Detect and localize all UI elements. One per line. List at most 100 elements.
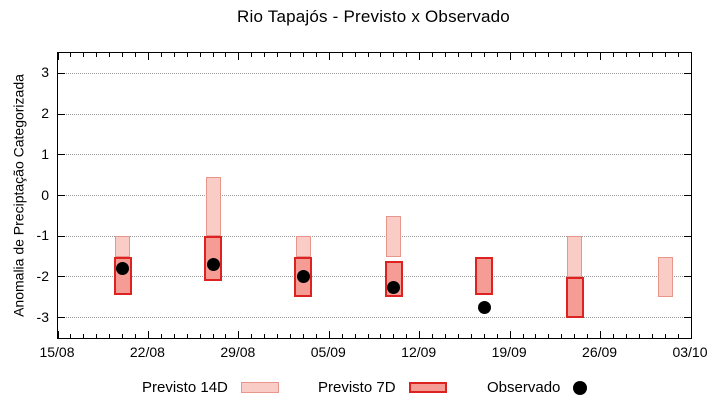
x-minor-tick-mark-top xyxy=(406,53,408,57)
x-minor-tick-mark-top xyxy=(393,53,395,57)
x-minor-tick-mark-top xyxy=(251,53,253,57)
x-tick-label: 19/09 xyxy=(491,344,527,360)
forecast-14d-box xyxy=(205,177,221,237)
x-minor-tick-mark-top xyxy=(445,53,447,57)
x-tick-label: 29/08 xyxy=(220,344,256,360)
x-minor-tick-mark xyxy=(367,334,369,338)
x-minor-tick-mark-top xyxy=(122,53,124,57)
x-minor-tick-mark-top xyxy=(561,53,563,57)
x-minor-tick-mark-top xyxy=(83,53,85,57)
y-tick-mark-left xyxy=(58,276,65,278)
y-tick-label: -3 xyxy=(36,308,49,325)
x-major-tick-mark xyxy=(147,331,149,338)
h-gridline xyxy=(58,235,691,237)
h-gridline xyxy=(58,154,691,156)
x-minor-tick-mark xyxy=(225,334,227,338)
x-major-tick-mark xyxy=(690,331,692,338)
x-minor-tick-mark xyxy=(612,334,614,338)
x-minor-tick-mark xyxy=(109,334,111,338)
x-major-tick-mark-top xyxy=(690,53,692,60)
x-minor-tick-mark xyxy=(496,334,498,338)
h-gridline xyxy=(58,276,691,278)
x-major-tick-mark-top xyxy=(600,53,602,60)
x-major-tick-mark-top xyxy=(238,53,240,60)
x-minor-tick-mark-top xyxy=(173,53,175,57)
observed-dot xyxy=(477,300,491,314)
legend-label-observado: Observado xyxy=(487,379,561,396)
x-minor-tick-mark xyxy=(677,334,679,338)
y-tick-mark-left xyxy=(58,113,65,115)
x-minor-tick-mark-top xyxy=(96,53,98,57)
x-minor-tick-mark xyxy=(173,334,175,338)
x-major-tick-mark-top xyxy=(509,53,511,60)
y-tick-mark-right xyxy=(684,276,691,278)
y-tick-mark-right xyxy=(684,235,691,237)
y-tick-mark-left xyxy=(58,154,65,156)
x-minor-tick-mark xyxy=(457,334,459,338)
x-minor-tick-mark xyxy=(548,334,550,338)
x-minor-tick-mark xyxy=(354,334,356,338)
x-minor-tick-mark-top xyxy=(574,53,576,57)
h-gridline xyxy=(58,317,691,319)
legend-swatch-previsto-7d-icon xyxy=(408,382,447,393)
x-minor-tick-mark-top xyxy=(612,53,614,57)
forecast-7d-box xyxy=(565,276,584,318)
y-tick-label: 0 xyxy=(41,186,49,203)
x-minor-tick-mark xyxy=(393,334,395,338)
x-minor-tick-mark-top xyxy=(290,53,292,57)
x-minor-tick-mark-top xyxy=(199,53,201,57)
x-minor-tick-mark-top xyxy=(277,53,279,57)
x-tick-label: 15/08 xyxy=(39,344,75,360)
x-major-tick-mark xyxy=(600,331,602,338)
y-tick-mark-right xyxy=(684,317,691,319)
x-minor-tick-mark xyxy=(83,334,85,338)
x-minor-tick-mark-top xyxy=(638,53,640,57)
x-minor-tick-mark xyxy=(186,334,188,338)
x-minor-tick-mark xyxy=(664,334,666,338)
x-minor-tick-mark xyxy=(587,334,589,338)
x-minor-tick-mark xyxy=(638,334,640,338)
x-minor-tick-mark-top xyxy=(677,53,679,57)
x-minor-tick-mark-top xyxy=(109,53,111,57)
x-major-tick-mark-top xyxy=(328,53,330,60)
x-minor-tick-mark xyxy=(445,334,447,338)
x-minor-tick-mark-top xyxy=(457,53,459,57)
x-minor-tick-mark-top xyxy=(483,53,485,57)
legend-swatch-observado-icon xyxy=(573,380,588,395)
x-tick-label: 26/09 xyxy=(582,344,618,360)
x-minor-tick-mark xyxy=(70,334,72,338)
x-major-tick-mark xyxy=(509,331,511,338)
x-minor-tick-mark xyxy=(483,334,485,338)
x-minor-tick-mark xyxy=(251,334,253,338)
legend-swatch-previsto-14d-icon xyxy=(240,382,279,393)
x-minor-tick-mark-top xyxy=(535,53,537,57)
y-tick-mark-left xyxy=(58,195,65,196)
forecast-14d-box xyxy=(295,236,311,257)
x-tick-label: 22/08 xyxy=(129,344,165,360)
x-minor-tick-mark-top xyxy=(664,53,666,57)
x-major-tick-mark-top xyxy=(419,53,421,60)
legend-item-previsto-14d: Previsto 14D xyxy=(142,379,279,396)
x-minor-tick-mark xyxy=(341,334,343,338)
x-minor-tick-mark-top xyxy=(354,53,356,57)
x-minor-tick-mark-top xyxy=(160,53,162,57)
x-tick-label: 05/09 xyxy=(310,344,346,360)
observed-dot xyxy=(116,262,130,276)
plot-area xyxy=(57,52,692,339)
x-minor-tick-mark xyxy=(96,334,98,338)
x-minor-tick-mark-top xyxy=(548,53,550,57)
y-tick-mark-right xyxy=(684,72,691,74)
x-minor-tick-mark xyxy=(160,334,162,338)
y-tick-mark-left xyxy=(58,235,65,237)
x-minor-tick-mark-top xyxy=(625,53,627,57)
y-tick-label: 1 xyxy=(41,145,49,162)
x-minor-tick-mark xyxy=(264,334,266,338)
observed-dot xyxy=(206,258,220,272)
forecast-14d-box xyxy=(567,236,583,277)
x-minor-tick-mark-top xyxy=(470,53,472,57)
legend-label-previsto-7d: Previsto 7D xyxy=(318,379,396,396)
x-minor-tick-mark xyxy=(535,334,537,338)
x-minor-tick-mark xyxy=(522,334,524,338)
y-tick-label: -2 xyxy=(36,267,49,284)
observed-dot xyxy=(296,270,310,284)
